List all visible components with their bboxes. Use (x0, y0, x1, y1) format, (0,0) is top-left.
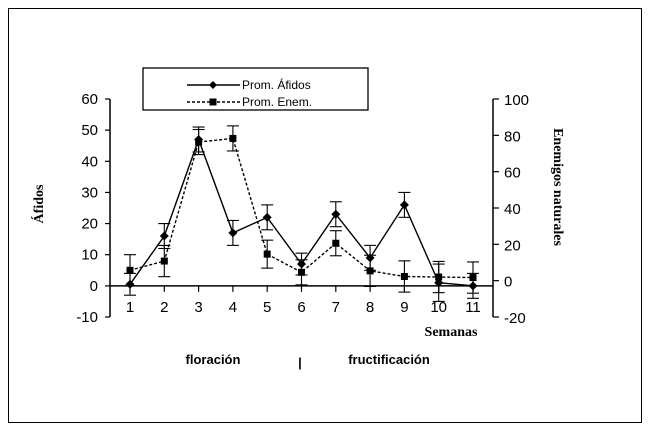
data-point-square (332, 239, 340, 247)
data-point-square (229, 134, 237, 142)
legend-label-1: Prom. Áfidos (242, 77, 311, 92)
x-tick-label: 5 (263, 299, 271, 316)
phase-label-floracion: floración (186, 352, 241, 367)
data-point-square (160, 257, 168, 265)
right-y-tick-label: 40 (504, 201, 521, 218)
right-y-tick-label: -20 (504, 310, 526, 327)
legend-box (142, 67, 369, 111)
x-tick-label: 4 (229, 299, 237, 316)
x-tick-label: 7 (332, 299, 340, 316)
left-y-tick-label: 50 (81, 122, 98, 139)
x-tick-label: 10 (430, 299, 447, 316)
chart-frame: -10 0 10 20 30 40 50 60 -20 0 20 40 60 80 100 1 2 3 4 5 6 7 8 9… (8, 8, 642, 423)
left-axis-title: Áfidos (30, 184, 47, 223)
data-point-square (435, 273, 443, 281)
right-y-tick-label: 100 (504, 92, 529, 109)
left-y-tick-label: 20 (81, 216, 98, 233)
left-y-tick-label: 60 (81, 91, 98, 108)
x-tick-label: 6 (297, 299, 305, 316)
x-tick-label: 8 (366, 299, 374, 316)
phase-separator: | (298, 355, 302, 370)
left-y-tick-label: 30 (81, 184, 98, 201)
left-y-tick-label: 10 (81, 247, 98, 264)
data-point-diamond (228, 228, 238, 238)
chart-svg: -10 0 10 20 30 40 50 60 -20 0 20 40 60 80 100 1 2 3 4 5 6 7 8 9… (30, 67, 565, 370)
legend-marker-diamond (209, 81, 217, 89)
x-tick-label: 11 (465, 299, 481, 316)
right-y-tick-label: 60 (504, 165, 521, 182)
data-point-diamond (399, 200, 409, 210)
x-tick-label: 2 (160, 299, 168, 316)
x-tick-label: 1 (126, 299, 134, 316)
left-y-tick-label: 40 (81, 153, 98, 170)
right-y-tick-label: 80 (504, 128, 521, 145)
data-point-square (126, 266, 134, 274)
data-point-diamond (159, 231, 169, 241)
data-point-square (366, 267, 374, 275)
data-point-square (263, 250, 271, 258)
legend-marker-square (209, 98, 217, 106)
right-y-tick-label: 0 (504, 274, 512, 291)
data-point-square (400, 272, 408, 280)
data-point-square (195, 138, 203, 146)
data-point-diamond (262, 212, 272, 222)
legend-label-2: Prom. Enem. (242, 95, 312, 109)
x-tick-label: 3 (194, 299, 202, 316)
left-y-tick-label: 0 (90, 278, 98, 295)
data-point-square (298, 268, 305, 276)
x-tick-label: 9 (400, 299, 408, 316)
data-point-square (469, 274, 477, 282)
right-y-tick-label: 20 (504, 237, 521, 254)
phase-label-fructificacion: fructificación (348, 352, 430, 367)
data-point-diamond (331, 209, 341, 219)
right-axis-title: Enemigos naturales (550, 128, 565, 246)
x-axis-title: Semanas (425, 325, 478, 340)
left-y-tick-label: -10 (76, 309, 98, 326)
